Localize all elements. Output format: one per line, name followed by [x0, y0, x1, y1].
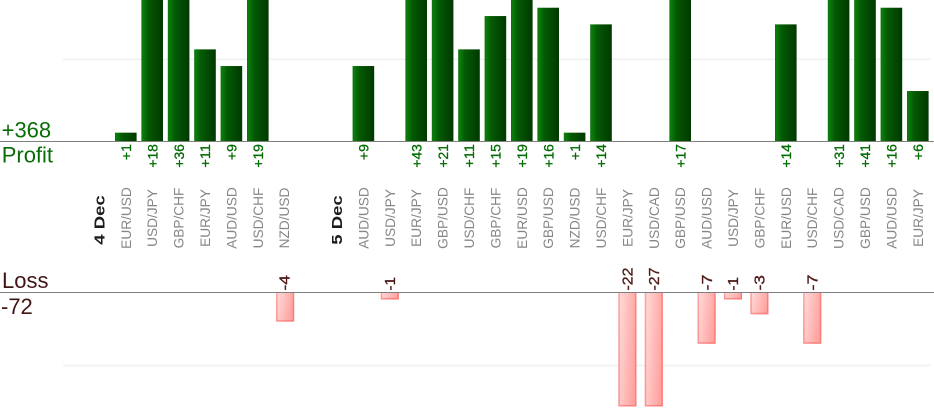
svg-text:GBP/USD: GBP/USD: [858, 187, 873, 249]
svg-text:+36: +36: [172, 144, 188, 168]
svg-text:+31: +31: [832, 144, 848, 168]
svg-text:+17: +17: [673, 144, 689, 168]
svg-text:GBP/CHF: GBP/CHF: [488, 188, 503, 249]
svg-text:+9: +9: [225, 144, 241, 160]
svg-text:Profit: Profit: [2, 143, 53, 168]
svg-text:+16: +16: [541, 144, 557, 168]
svg-text:USD/CAD: USD/CAD: [647, 187, 662, 249]
svg-text:+368: +368: [2, 118, 52, 143]
svg-text:AUD/USD: AUD/USD: [356, 187, 371, 249]
svg-text:GBP/CHF: GBP/CHF: [172, 188, 187, 249]
svg-text:-3: -3: [752, 275, 769, 291]
svg-text:USD/CHF: USD/CHF: [594, 188, 609, 249]
svg-text:+43: +43: [409, 144, 425, 168]
svg-text:USD/JPY: USD/JPY: [145, 189, 160, 247]
svg-text:USD/CHF: USD/CHF: [462, 188, 477, 249]
svg-text:AUD/USD: AUD/USD: [700, 187, 715, 249]
svg-text:USD/JPY: USD/JPY: [383, 189, 398, 247]
svg-text:+19: +19: [251, 144, 267, 168]
svg-text:EUR/USD: EUR/USD: [119, 187, 134, 249]
svg-text:-22: -22: [620, 268, 637, 291]
svg-text:NZD/USD: NZD/USD: [568, 187, 583, 248]
svg-text:USD/JPY: USD/JPY: [726, 189, 741, 247]
svg-text:AUD/USD: AUD/USD: [884, 187, 899, 249]
svg-text:EUR/JPY: EUR/JPY: [409, 189, 424, 247]
svg-text:EUR/JPY: EUR/JPY: [620, 189, 635, 247]
svg-text:USD/CAD: USD/CAD: [832, 187, 847, 249]
svg-text:+18: +18: [145, 144, 161, 168]
svg-text:+41: +41: [858, 144, 874, 168]
svg-text:-4: -4: [276, 275, 293, 291]
svg-text:+21: +21: [436, 144, 452, 168]
svg-text:GBP/USD: GBP/USD: [436, 187, 451, 249]
svg-text:EUR/USD: EUR/USD: [779, 187, 794, 249]
svg-text:+16: +16: [885, 144, 901, 168]
svg-text:-1: -1: [382, 277, 399, 291]
svg-text:+9: +9: [357, 144, 373, 160]
svg-text:EUR/JPY: EUR/JPY: [198, 189, 213, 247]
svg-text:5 Dec: 5 Dec: [330, 195, 346, 245]
svg-text:NZD/USD: NZD/USD: [277, 187, 292, 248]
svg-text:+1: +1: [568, 144, 584, 160]
svg-text:GBP/USD: GBP/USD: [673, 187, 688, 249]
svg-text:+11: +11: [462, 144, 478, 168]
svg-text:EUR/JPY: EUR/JPY: [911, 189, 926, 247]
svg-text:AUD/USD: AUD/USD: [224, 187, 239, 249]
svg-text:GBP/CHF: GBP/CHF: [752, 188, 767, 249]
svg-text:-7: -7: [804, 275, 821, 291]
svg-text:+15: +15: [489, 144, 505, 168]
svg-text:USD/CHF: USD/CHF: [251, 188, 266, 249]
svg-text:+1: +1: [119, 144, 135, 160]
svg-text:+11: +11: [198, 144, 214, 168]
svg-text:-27: -27: [646, 268, 663, 291]
svg-text:+14: +14: [779, 144, 795, 168]
svg-text:+19: +19: [515, 144, 531, 168]
svg-text:Loss: Loss: [2, 268, 48, 293]
svg-text:+6: +6: [911, 144, 927, 160]
svg-text:4 Dec: 4 Dec: [92, 195, 108, 245]
svg-text:USD/CHF: USD/CHF: [805, 188, 820, 249]
svg-text:GBP/USD: GBP/USD: [541, 187, 556, 249]
svg-text:-72: -72: [1, 294, 33, 319]
svg-text:-7: -7: [699, 275, 716, 291]
svg-text:EUR/USD: EUR/USD: [515, 187, 530, 249]
svg-text:+14: +14: [594, 144, 610, 168]
svg-text:-1: -1: [725, 277, 742, 291]
